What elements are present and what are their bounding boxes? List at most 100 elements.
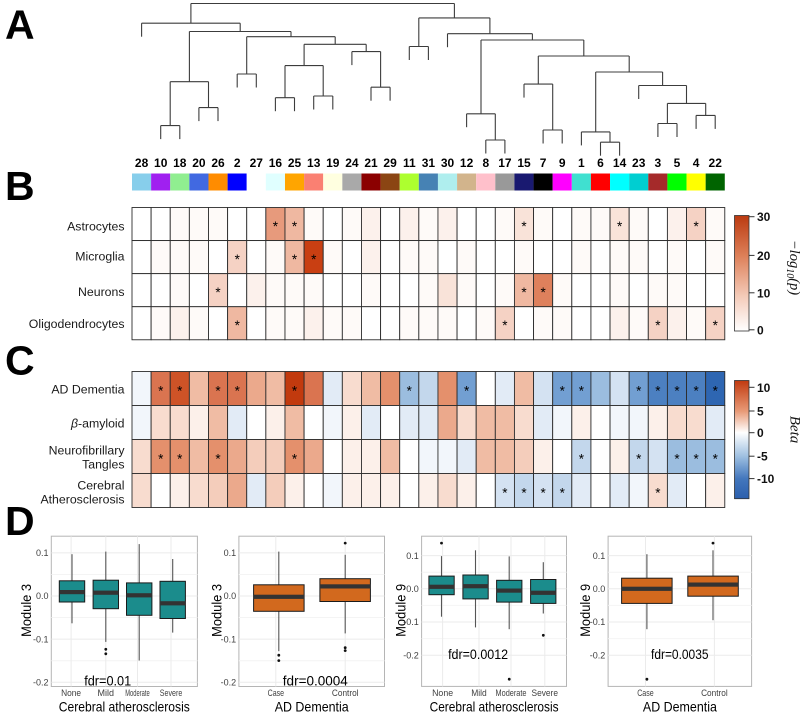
svg-text:31: 31 bbox=[422, 156, 436, 170]
svg-text:26: 26 bbox=[211, 156, 225, 170]
svg-text:Atherosclerosis: Atherosclerosis bbox=[40, 493, 124, 507]
svg-text:Control: Control bbox=[701, 688, 728, 699]
svg-text:Module 9: Module 9 bbox=[578, 584, 593, 637]
svg-text:*: * bbox=[674, 384, 680, 399]
svg-text:23: 23 bbox=[632, 156, 646, 170]
svg-text:None: None bbox=[61, 688, 81, 699]
svg-text:24: 24 bbox=[345, 156, 359, 170]
svg-text:7: 7 bbox=[540, 156, 547, 170]
svg-text:21: 21 bbox=[364, 156, 378, 170]
svg-text:0.1: 0.1 bbox=[406, 551, 419, 561]
svg-text:*: * bbox=[464, 384, 470, 399]
svg-text:Neurons: Neurons bbox=[78, 285, 124, 299]
svg-text:Case: Case bbox=[637, 688, 654, 699]
svg-text:-0.2: -0.2 bbox=[590, 650, 606, 660]
svg-text:*: * bbox=[177, 384, 183, 399]
svg-text:*: * bbox=[693, 452, 699, 467]
svg-text:A: A bbox=[5, 2, 35, 48]
svg-text:-0.2: -0.2 bbox=[403, 650, 419, 660]
svg-text:AD Dementia: AD Dementia bbox=[643, 699, 717, 715]
svg-text:22: 22 bbox=[709, 156, 723, 170]
svg-text:Neurofibrillary: Neurofibrillary bbox=[49, 444, 126, 458]
svg-text:Moderate: Moderate bbox=[125, 688, 150, 699]
svg-text:*: * bbox=[693, 219, 699, 234]
svg-text:Oligodendrocytes: Oligodendrocytes bbox=[29, 317, 125, 331]
svg-text:0: 0 bbox=[757, 323, 764, 337]
svg-text:B: B bbox=[5, 163, 35, 209]
svg-text:*: * bbox=[292, 384, 298, 399]
svg-text:0.1: 0.1 bbox=[224, 548, 237, 558]
svg-text:-0.2: -0.2 bbox=[221, 677, 237, 687]
svg-text:Severe: Severe bbox=[160, 688, 183, 699]
svg-text:10: 10 bbox=[154, 156, 168, 170]
svg-text:Control: Control bbox=[332, 688, 359, 699]
svg-text:*: * bbox=[636, 452, 642, 467]
svg-text:Severe: Severe bbox=[532, 688, 559, 699]
svg-text:fdr=0.0004: fdr=0.0004 bbox=[283, 674, 348, 689]
svg-text:-0.1: -0.1 bbox=[33, 634, 49, 644]
svg-text:11: 11 bbox=[403, 156, 416, 170]
svg-text:*: * bbox=[521, 285, 527, 300]
svg-text:2: 2 bbox=[234, 156, 241, 170]
svg-text:D: D bbox=[5, 498, 35, 544]
svg-text:*: * bbox=[215, 452, 221, 467]
svg-text:17: 17 bbox=[498, 156, 512, 170]
svg-text:*: * bbox=[560, 384, 566, 399]
svg-text:*: * bbox=[713, 452, 719, 467]
svg-text:Cerebral atherosclerosis: Cerebral atherosclerosis bbox=[59, 699, 190, 715]
svg-text:Moderate: Moderate bbox=[496, 688, 527, 699]
svg-text:5: 5 bbox=[757, 405, 764, 419]
svg-text:Cerebral atherosclerosis: Cerebral atherosclerosis bbox=[430, 699, 559, 715]
svg-text:*: * bbox=[177, 452, 183, 467]
svg-text:29: 29 bbox=[383, 156, 397, 170]
svg-text:None: None bbox=[432, 688, 453, 699]
svg-text:15: 15 bbox=[517, 156, 531, 170]
svg-text:13: 13 bbox=[307, 156, 321, 170]
svg-text:fdr=0.0012: fdr=0.0012 bbox=[448, 647, 508, 662]
svg-text:*: * bbox=[674, 452, 680, 467]
svg-text:Module 9: Module 9 bbox=[394, 584, 409, 637]
svg-text:*: * bbox=[713, 384, 719, 399]
svg-text:0.0: 0.0 bbox=[593, 584, 606, 594]
svg-text:12: 12 bbox=[460, 156, 474, 170]
svg-text:*: * bbox=[540, 486, 546, 501]
svg-text:*: * bbox=[521, 486, 527, 501]
svg-text:*: * bbox=[235, 252, 241, 267]
svg-text:AD Dementia: AD Dementia bbox=[275, 699, 349, 715]
svg-text:*: * bbox=[235, 318, 241, 333]
svg-text:*: * bbox=[560, 486, 566, 501]
svg-text:fdr=0.0035: fdr=0.0035 bbox=[651, 647, 709, 662]
svg-text:0.1: 0.1 bbox=[36, 548, 49, 558]
svg-text:5: 5 bbox=[674, 156, 681, 170]
svg-text:9: 9 bbox=[559, 156, 566, 170]
svg-text:*: * bbox=[540, 285, 546, 300]
svg-text:20: 20 bbox=[757, 249, 771, 263]
svg-text:*: * bbox=[655, 486, 661, 501]
svg-text:14: 14 bbox=[613, 156, 627, 170]
svg-text:*: * bbox=[521, 219, 527, 234]
svg-text:10: 10 bbox=[757, 381, 771, 395]
svg-text:*: * bbox=[655, 384, 661, 399]
svg-text:0.1: 0.1 bbox=[593, 551, 606, 561]
svg-text:*: * bbox=[693, 384, 699, 399]
svg-text:18: 18 bbox=[173, 156, 187, 170]
svg-text:Microglia: Microglia bbox=[75, 250, 124, 264]
svg-text:C: C bbox=[5, 338, 35, 384]
svg-text:-5: -5 bbox=[757, 450, 768, 464]
svg-text:*: * bbox=[273, 219, 279, 234]
svg-text:*: * bbox=[655, 318, 661, 333]
svg-text:0.0: 0.0 bbox=[224, 591, 237, 601]
svg-text:4: 4 bbox=[693, 156, 700, 170]
svg-text:*: * bbox=[311, 252, 317, 267]
svg-text:Mild: Mild bbox=[471, 688, 487, 699]
svg-text:30: 30 bbox=[757, 210, 771, 224]
svg-text:AD Dementia: AD Dementia bbox=[51, 383, 124, 397]
svg-text:*: * bbox=[636, 384, 642, 399]
svg-text:Astrocytes: Astrocytes bbox=[67, 219, 124, 233]
svg-text:Case: Case bbox=[268, 688, 285, 699]
svg-text:*: * bbox=[502, 486, 508, 501]
svg-text:*: * bbox=[579, 384, 585, 399]
svg-text:*: * bbox=[292, 252, 298, 267]
svg-text:-0.2: -0.2 bbox=[33, 677, 49, 687]
svg-text:10: 10 bbox=[757, 286, 771, 300]
